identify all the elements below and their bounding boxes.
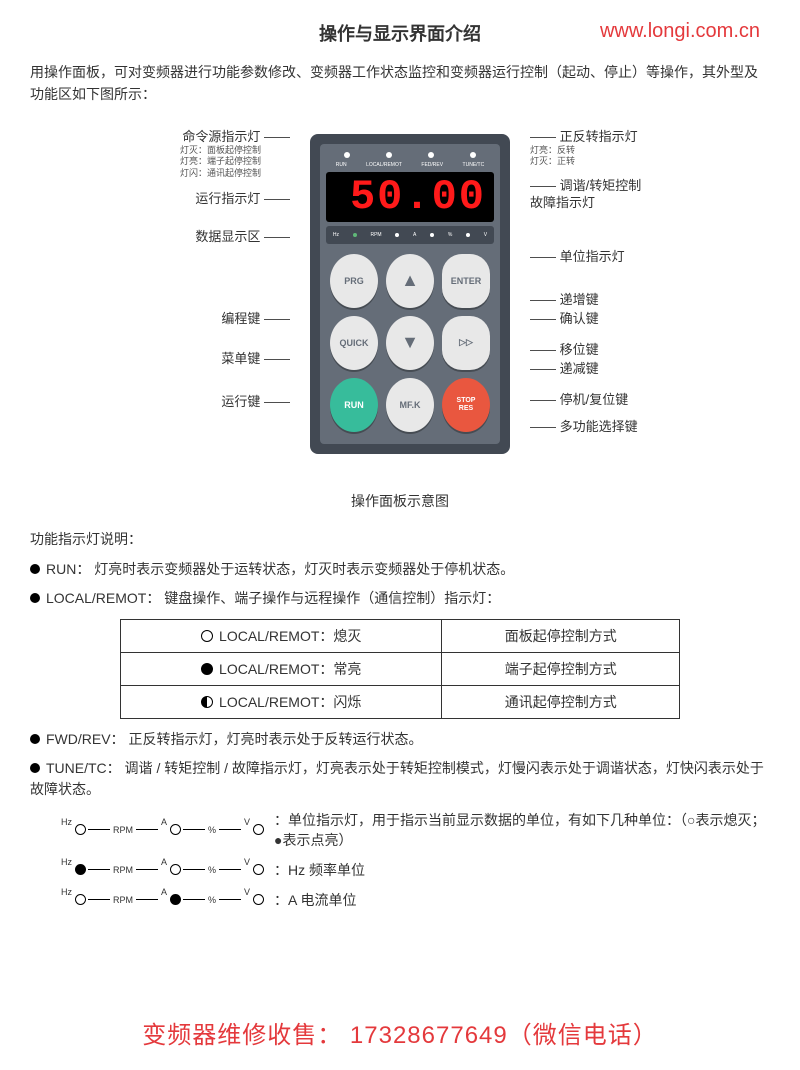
stop-button[interactable]: STOP RES bbox=[442, 378, 490, 432]
mode-table: LOCAL/REMOT：熄灭面板起停控制方式 LOCAL/REMOT：常亮端子起… bbox=[120, 619, 680, 719]
hz-unit-desc: HzRPM A% V ：Hz 频率单位 bbox=[60, 860, 770, 880]
led-label-row: RUN LOCAL/REMOT FED/REV TUNE/TC bbox=[326, 162, 494, 168]
mfk-button[interactable]: MF.K bbox=[386, 378, 434, 432]
intro-text: 用操作面板，可对变频器进行功能参数修改、变频器工作状态监控和变频器运行控制（起动… bbox=[30, 61, 770, 106]
label-dec-key: ―― 递减键 bbox=[530, 358, 599, 377]
up-button[interactable]: ▲ bbox=[386, 254, 434, 308]
led-desc-heading: 功能指示灯说明： bbox=[30, 529, 770, 549]
table-row: LOCAL/REMOT：常亮端子起停控制方式 bbox=[121, 652, 680, 685]
label-stop-key: ―― 停机/复位键 bbox=[530, 389, 628, 408]
label-run-key: 运行键 ―― bbox=[30, 391, 290, 410]
diagram-caption: 操作面板示意图 bbox=[30, 491, 770, 511]
label-prog-key: 编程键 ―― bbox=[30, 308, 290, 327]
label-cmd-source: 命令源指示灯 ―― 灯灭：面板起停控制 灯亮：端子起停控制 灯闪：通讯起停控制 bbox=[30, 126, 290, 180]
run-button[interactable]: RUN bbox=[330, 378, 378, 432]
label-unit-led: ―― 单位指示灯 bbox=[530, 246, 625, 265]
table-row: LOCAL/REMOT：闪烁通讯起停控制方式 bbox=[121, 685, 680, 718]
down-button[interactable]: ▼ bbox=[386, 316, 434, 370]
run-desc: RUN： 灯亮时表示变频器处于运转状态，灯灭时表示变频器处于停机状态。 bbox=[30, 559, 770, 580]
enter-button[interactable]: ENTER bbox=[442, 254, 490, 308]
footer-contact: 变频器维修收售： 17328677649（微信电话） bbox=[0, 1015, 800, 1050]
label-tune: ―― 调谐/转矩控制 故障指示灯 bbox=[530, 178, 641, 212]
a-unit-desc: HzRPM A% V ：A 电流单位 bbox=[60, 890, 770, 910]
panel-diagram: 命令源指示灯 ―― 灯灭：面板起停控制 灯亮：端子起停控制 灯闪：通讯起停控制 … bbox=[30, 116, 770, 486]
table-row: LOCAL/REMOT：熄灭面板起停控制方式 bbox=[121, 619, 680, 652]
label-fwdrev: ―― 正反转指示灯 灯亮：反转 灯灭：正转 bbox=[530, 126, 638, 168]
led-indicator-row bbox=[326, 152, 494, 158]
unit-indicator-row: Hz RPM A % V bbox=[326, 226, 494, 244]
keypad: PRG ▲ ENTER QUICK ▼ ▷▷ RUN MF.K STOP RES bbox=[326, 244, 494, 436]
label-fwdrev-sub: 灯亮：反转 灯灭：正转 bbox=[530, 145, 638, 168]
shift-button[interactable]: ▷▷ bbox=[442, 316, 490, 370]
prg-button[interactable]: PRG bbox=[330, 254, 378, 308]
fwdrev-desc: FWD/REV： 正反转指示灯，灯亮时表示处于反转运行状态。 bbox=[30, 729, 770, 750]
label-cmd-source-sub: 灯灭：面板起停控制 灯亮：端子起停控制 灯闪：通讯起停控制 bbox=[30, 145, 290, 180]
label-inc-key: ―― 递增键 bbox=[530, 289, 599, 308]
page-title: 操作与显示界面介绍 bbox=[319, 20, 481, 46]
label-menu-key: 菜单键 ―― bbox=[30, 348, 290, 367]
tune-desc: TUNE/TC： 调谐 / 转矩控制 / 故障指示灯，灯亮表示处于转矩控制模式，… bbox=[30, 758, 770, 800]
label-data-zone: 数据显示区 ―― bbox=[30, 226, 290, 245]
local-desc: LOCAL/REMOT： 键盘操作、端子操作与远程操作（通信控制）指示灯： bbox=[30, 588, 770, 609]
label-run-led: 运行指示灯 ―― bbox=[30, 188, 290, 207]
device-panel: RUN LOCAL/REMOT FED/REV TUNE/TC 50.00 Hz… bbox=[310, 134, 510, 454]
label-shift-key: ―― 移位键 bbox=[530, 339, 599, 358]
brand-url: www.longi.com.cn bbox=[600, 20, 760, 43]
label-mf-key: ―― 多功能选择键 bbox=[530, 416, 638, 435]
label-enter-key: ―― 确认键 bbox=[530, 308, 599, 327]
lcd-display: 50.00 bbox=[326, 172, 494, 222]
quick-button[interactable]: QUICK bbox=[330, 316, 378, 370]
unit-indicator-desc: HzRPM A% V ：单位指示灯，用于指示当前显示数据的单位，有如下几种单位：… bbox=[60, 810, 770, 850]
